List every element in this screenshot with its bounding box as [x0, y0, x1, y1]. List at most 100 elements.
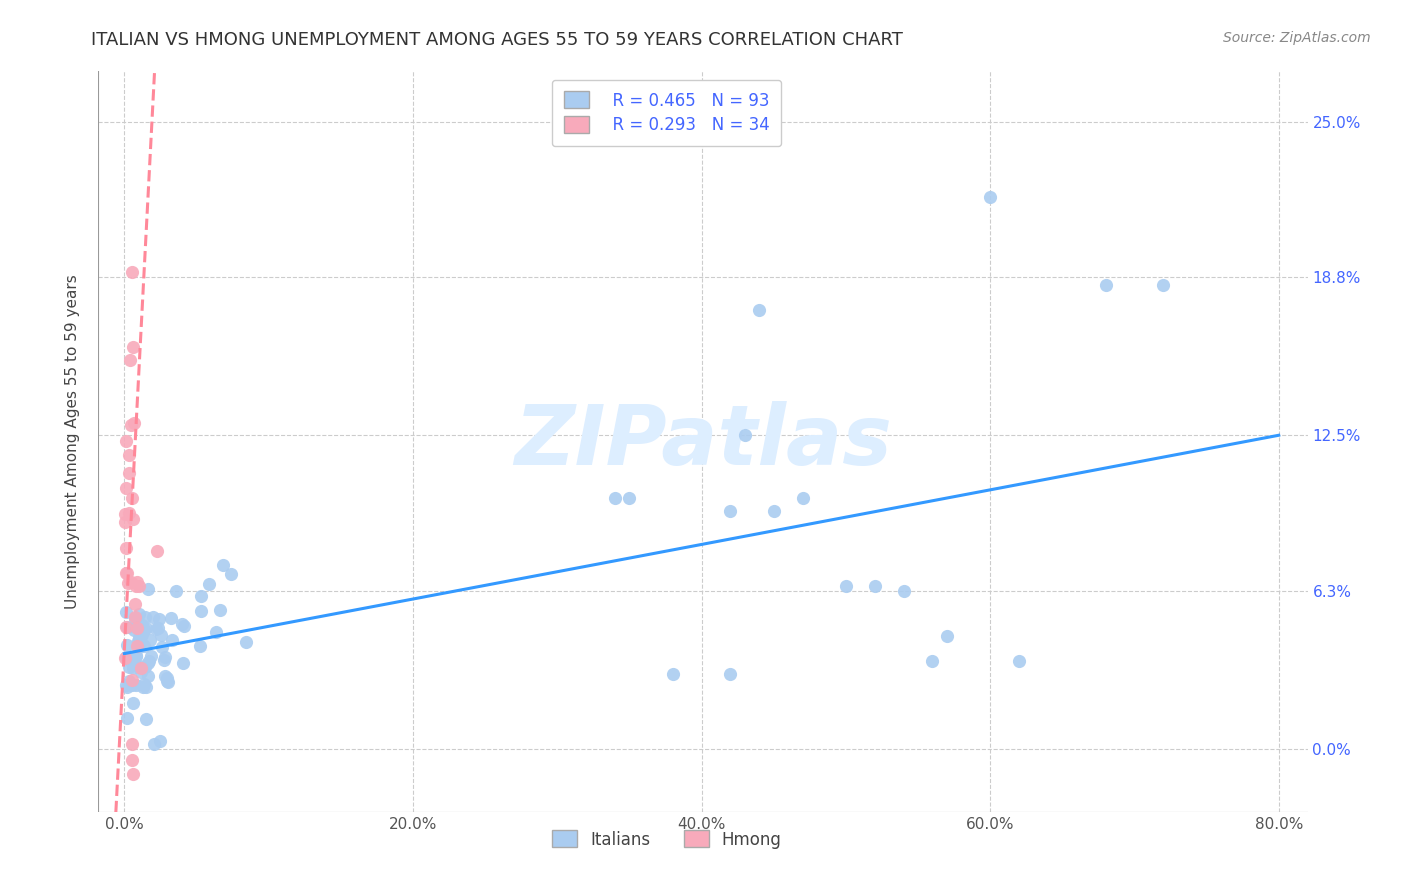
- Text: ZIPatlas: ZIPatlas: [515, 401, 891, 482]
- Point: [138, 654, 160, 668]
- Point: [893, 583, 915, 598]
- Point: [125, 678, 148, 692]
- Point: [134, 624, 156, 638]
- Point: [121, 673, 143, 687]
- Point: [121, 678, 143, 692]
- Point: [122, 340, 145, 354]
- Point: [124, 597, 146, 611]
- Point: [125, 648, 148, 663]
- Point: [718, 503, 741, 517]
- Point: [792, 491, 814, 505]
- Point: [157, 674, 180, 689]
- Point: [135, 680, 157, 694]
- Point: [129, 661, 152, 675]
- Point: [135, 621, 157, 635]
- Point: [118, 466, 141, 480]
- Point: [172, 657, 194, 671]
- Point: [152, 653, 174, 667]
- Point: [198, 576, 221, 591]
- Point: [149, 628, 172, 642]
- Point: [136, 657, 159, 671]
- Point: [132, 622, 155, 636]
- Point: [121, 660, 143, 674]
- Point: [148, 612, 170, 626]
- Point: [162, 632, 184, 647]
- Point: [121, 737, 143, 751]
- Point: [153, 649, 176, 664]
- Point: [128, 607, 150, 622]
- Point: [114, 649, 136, 664]
- Point: [122, 696, 145, 710]
- Point: [124, 609, 146, 624]
- Point: [142, 737, 165, 751]
- Y-axis label: Unemployment Among Ages 55 to 59 years: Unemployment Among Ages 55 to 59 years: [65, 274, 80, 609]
- Point: [114, 507, 136, 521]
- Point: [115, 620, 138, 634]
- Point: [153, 668, 176, 682]
- Point: [173, 619, 195, 633]
- Point: [131, 626, 153, 640]
- Point: [156, 671, 179, 685]
- Point: [863, 579, 886, 593]
- Point: [148, 622, 170, 636]
- Point: [125, 579, 148, 593]
- Point: [212, 558, 235, 573]
- Point: [165, 584, 187, 599]
- Point: [117, 575, 139, 590]
- Point: [131, 634, 153, 648]
- Text: ITALIAN VS HMONG UNEMPLOYMENT AMONG AGES 55 TO 59 YEARS CORRELATION CHART: ITALIAN VS HMONG UNEMPLOYMENT AMONG AGES…: [91, 31, 903, 49]
- Point: [127, 634, 149, 648]
- Point: [118, 660, 141, 674]
- Point: [115, 680, 138, 694]
- Point: [124, 416, 146, 430]
- Point: [114, 541, 136, 556]
- Point: [114, 605, 136, 619]
- Point: [141, 648, 163, 663]
- Point: [160, 611, 183, 625]
- Point: [121, 491, 143, 505]
- Point: [619, 491, 641, 505]
- Point: [120, 574, 142, 589]
- Point: [121, 512, 143, 526]
- Point: [762, 503, 785, 517]
- Point: [128, 631, 150, 645]
- Point: [120, 353, 142, 368]
- Point: [835, 579, 858, 593]
- Point: [149, 734, 172, 748]
- Point: [134, 660, 156, 674]
- Point: [118, 674, 141, 689]
- Point: [1152, 277, 1174, 292]
- Point: [921, 654, 943, 668]
- Point: [188, 639, 211, 653]
- Point: [120, 652, 142, 666]
- Point: [125, 621, 148, 635]
- Point: [131, 618, 153, 632]
- Point: [114, 651, 136, 665]
- Point: [118, 448, 141, 462]
- Point: [219, 567, 242, 582]
- Point: [979, 190, 1001, 204]
- Point: [134, 659, 156, 673]
- Point: [135, 712, 157, 726]
- Point: [125, 574, 148, 589]
- Point: [128, 640, 150, 654]
- Point: [128, 579, 150, 593]
- Point: [122, 767, 145, 781]
- Point: [136, 669, 159, 683]
- Point: [124, 623, 146, 637]
- Point: [114, 515, 136, 529]
- Point: [718, 666, 741, 681]
- Legend: Italians, Hmong: Italians, Hmong: [546, 823, 789, 855]
- Point: [115, 566, 138, 581]
- Point: [131, 680, 153, 694]
- Point: [129, 665, 152, 679]
- Point: [935, 629, 957, 643]
- Point: [121, 265, 143, 279]
- Text: Source: ZipAtlas.com: Source: ZipAtlas.com: [1223, 31, 1371, 45]
- Point: [134, 610, 156, 624]
- Point: [115, 638, 138, 652]
- Point: [120, 418, 142, 433]
- Point: [132, 677, 155, 691]
- Point: [145, 543, 167, 558]
- Point: [235, 634, 257, 648]
